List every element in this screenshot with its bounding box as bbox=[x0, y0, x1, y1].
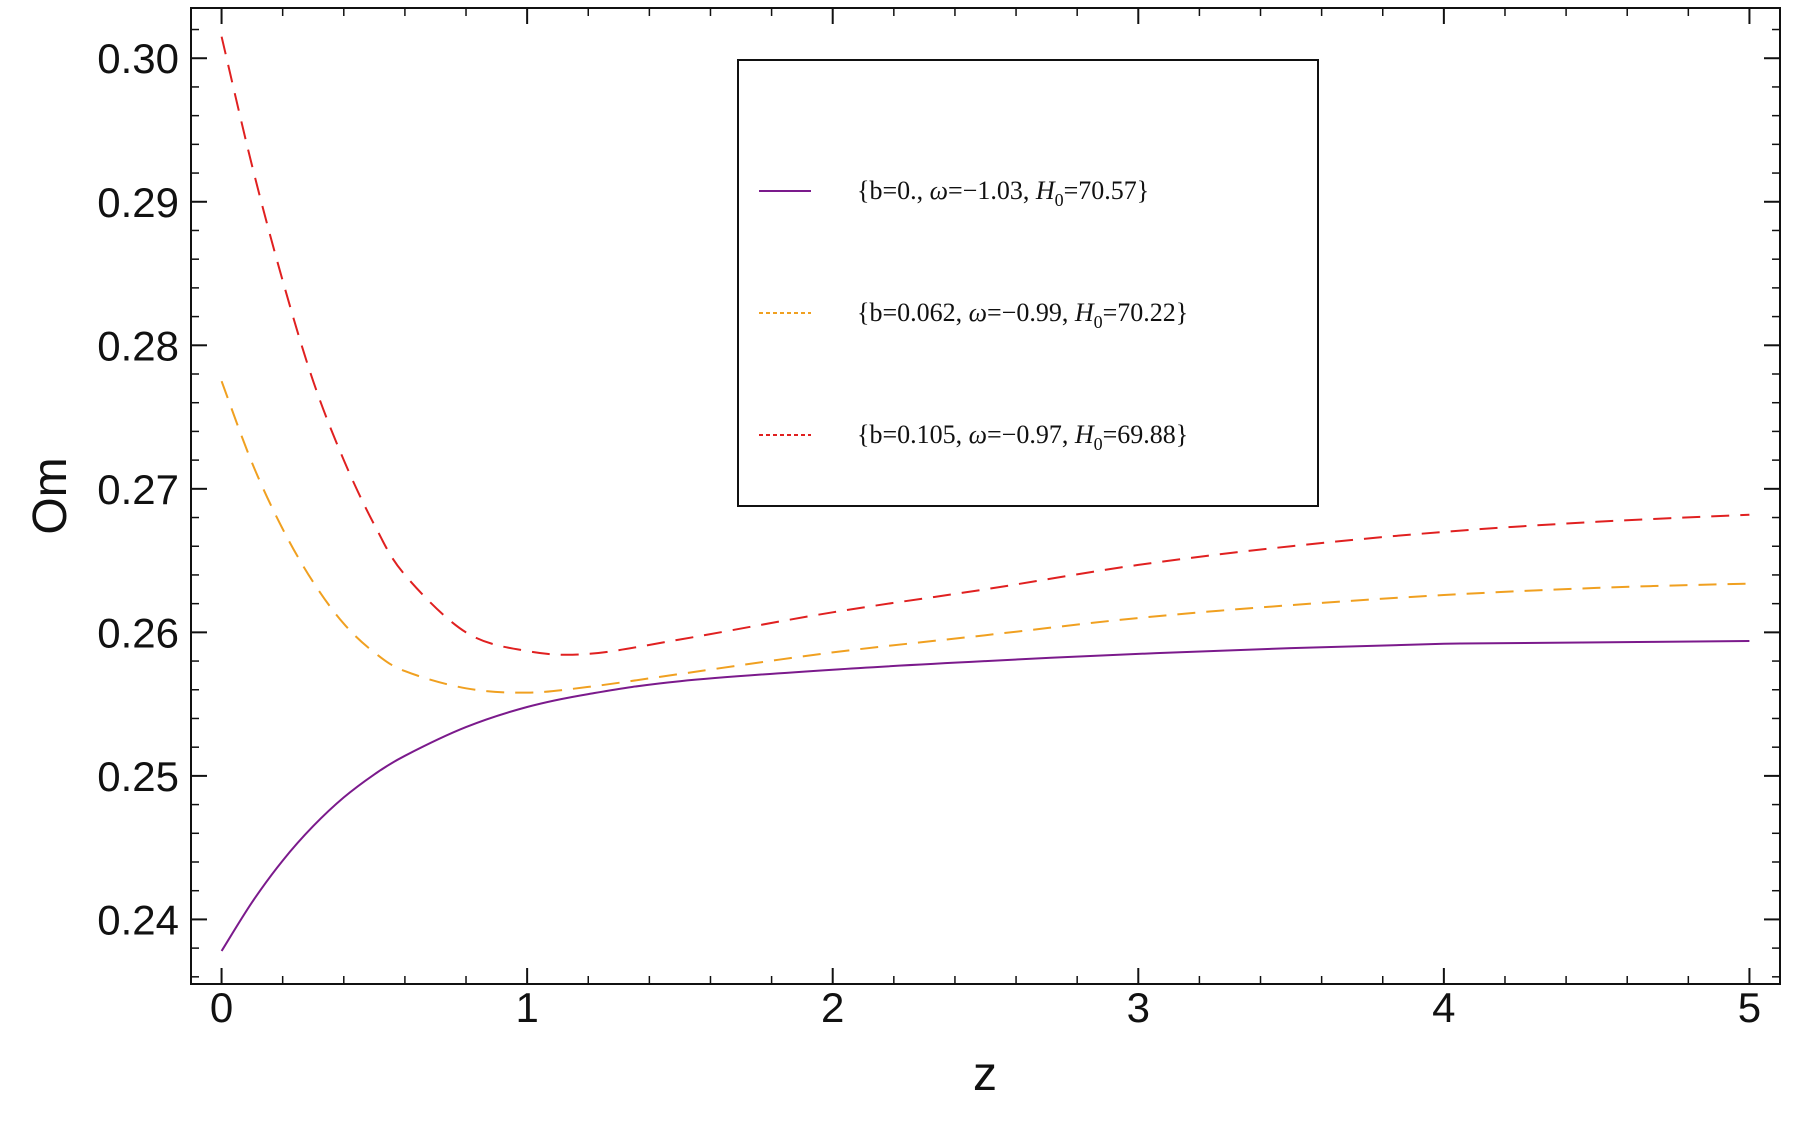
y-tick-label: 0.25 bbox=[97, 753, 179, 800]
y-axis-title: Om bbox=[24, 457, 77, 534]
legend: {b=0., ω=−1.03, H0=70.57} {b=0.062, ω=−0… bbox=[737, 59, 1319, 507]
series-line-3 bbox=[220, 36, 1750, 656]
x-tick-labels: 0 1 2 3 4 5 bbox=[210, 984, 1761, 1031]
x-tick-label: 0 bbox=[210, 984, 233, 1031]
legend-label-2: {b=0.062, ω=−0.99, H0=70.22} bbox=[857, 298, 1188, 332]
y-tick-labels: 0.24 0.25 0.26 0.27 0.28 0.29 0.30 bbox=[97, 35, 179, 943]
x-tick-label: 5 bbox=[1738, 984, 1761, 1031]
x-tick-label: 1 bbox=[515, 984, 538, 1031]
y-tick-label: 0.30 bbox=[97, 35, 179, 82]
y-tick-label: 0.26 bbox=[97, 609, 179, 656]
plot-frame bbox=[190, 7, 1781, 985]
axis-ticks bbox=[191, 8, 1780, 984]
legend-box bbox=[737, 59, 1319, 507]
legend-swatches bbox=[759, 190, 811, 436]
series-line-2 bbox=[220, 380, 1750, 694]
legend-label-1: {b=0., ω=−1.03, H0=70.57} bbox=[857, 176, 1149, 210]
x-tick-label: 2 bbox=[821, 984, 844, 1031]
x-tick-label: 3 bbox=[1127, 984, 1150, 1031]
y-tick-label: 0.28 bbox=[97, 322, 179, 369]
legend-label-3: {b=0.105, ω=−0.97, H0=69.88} bbox=[857, 420, 1188, 454]
series-line-1 bbox=[220, 640, 1750, 952]
y-tick-label: 0.29 bbox=[97, 179, 179, 226]
series-lines bbox=[220, 36, 1750, 952]
x-axis-title: z bbox=[973, 1048, 997, 1101]
x-tick-label: 4 bbox=[1432, 984, 1455, 1031]
y-tick-label: 0.24 bbox=[97, 896, 179, 943]
y-tick-label: 0.27 bbox=[97, 466, 179, 513]
